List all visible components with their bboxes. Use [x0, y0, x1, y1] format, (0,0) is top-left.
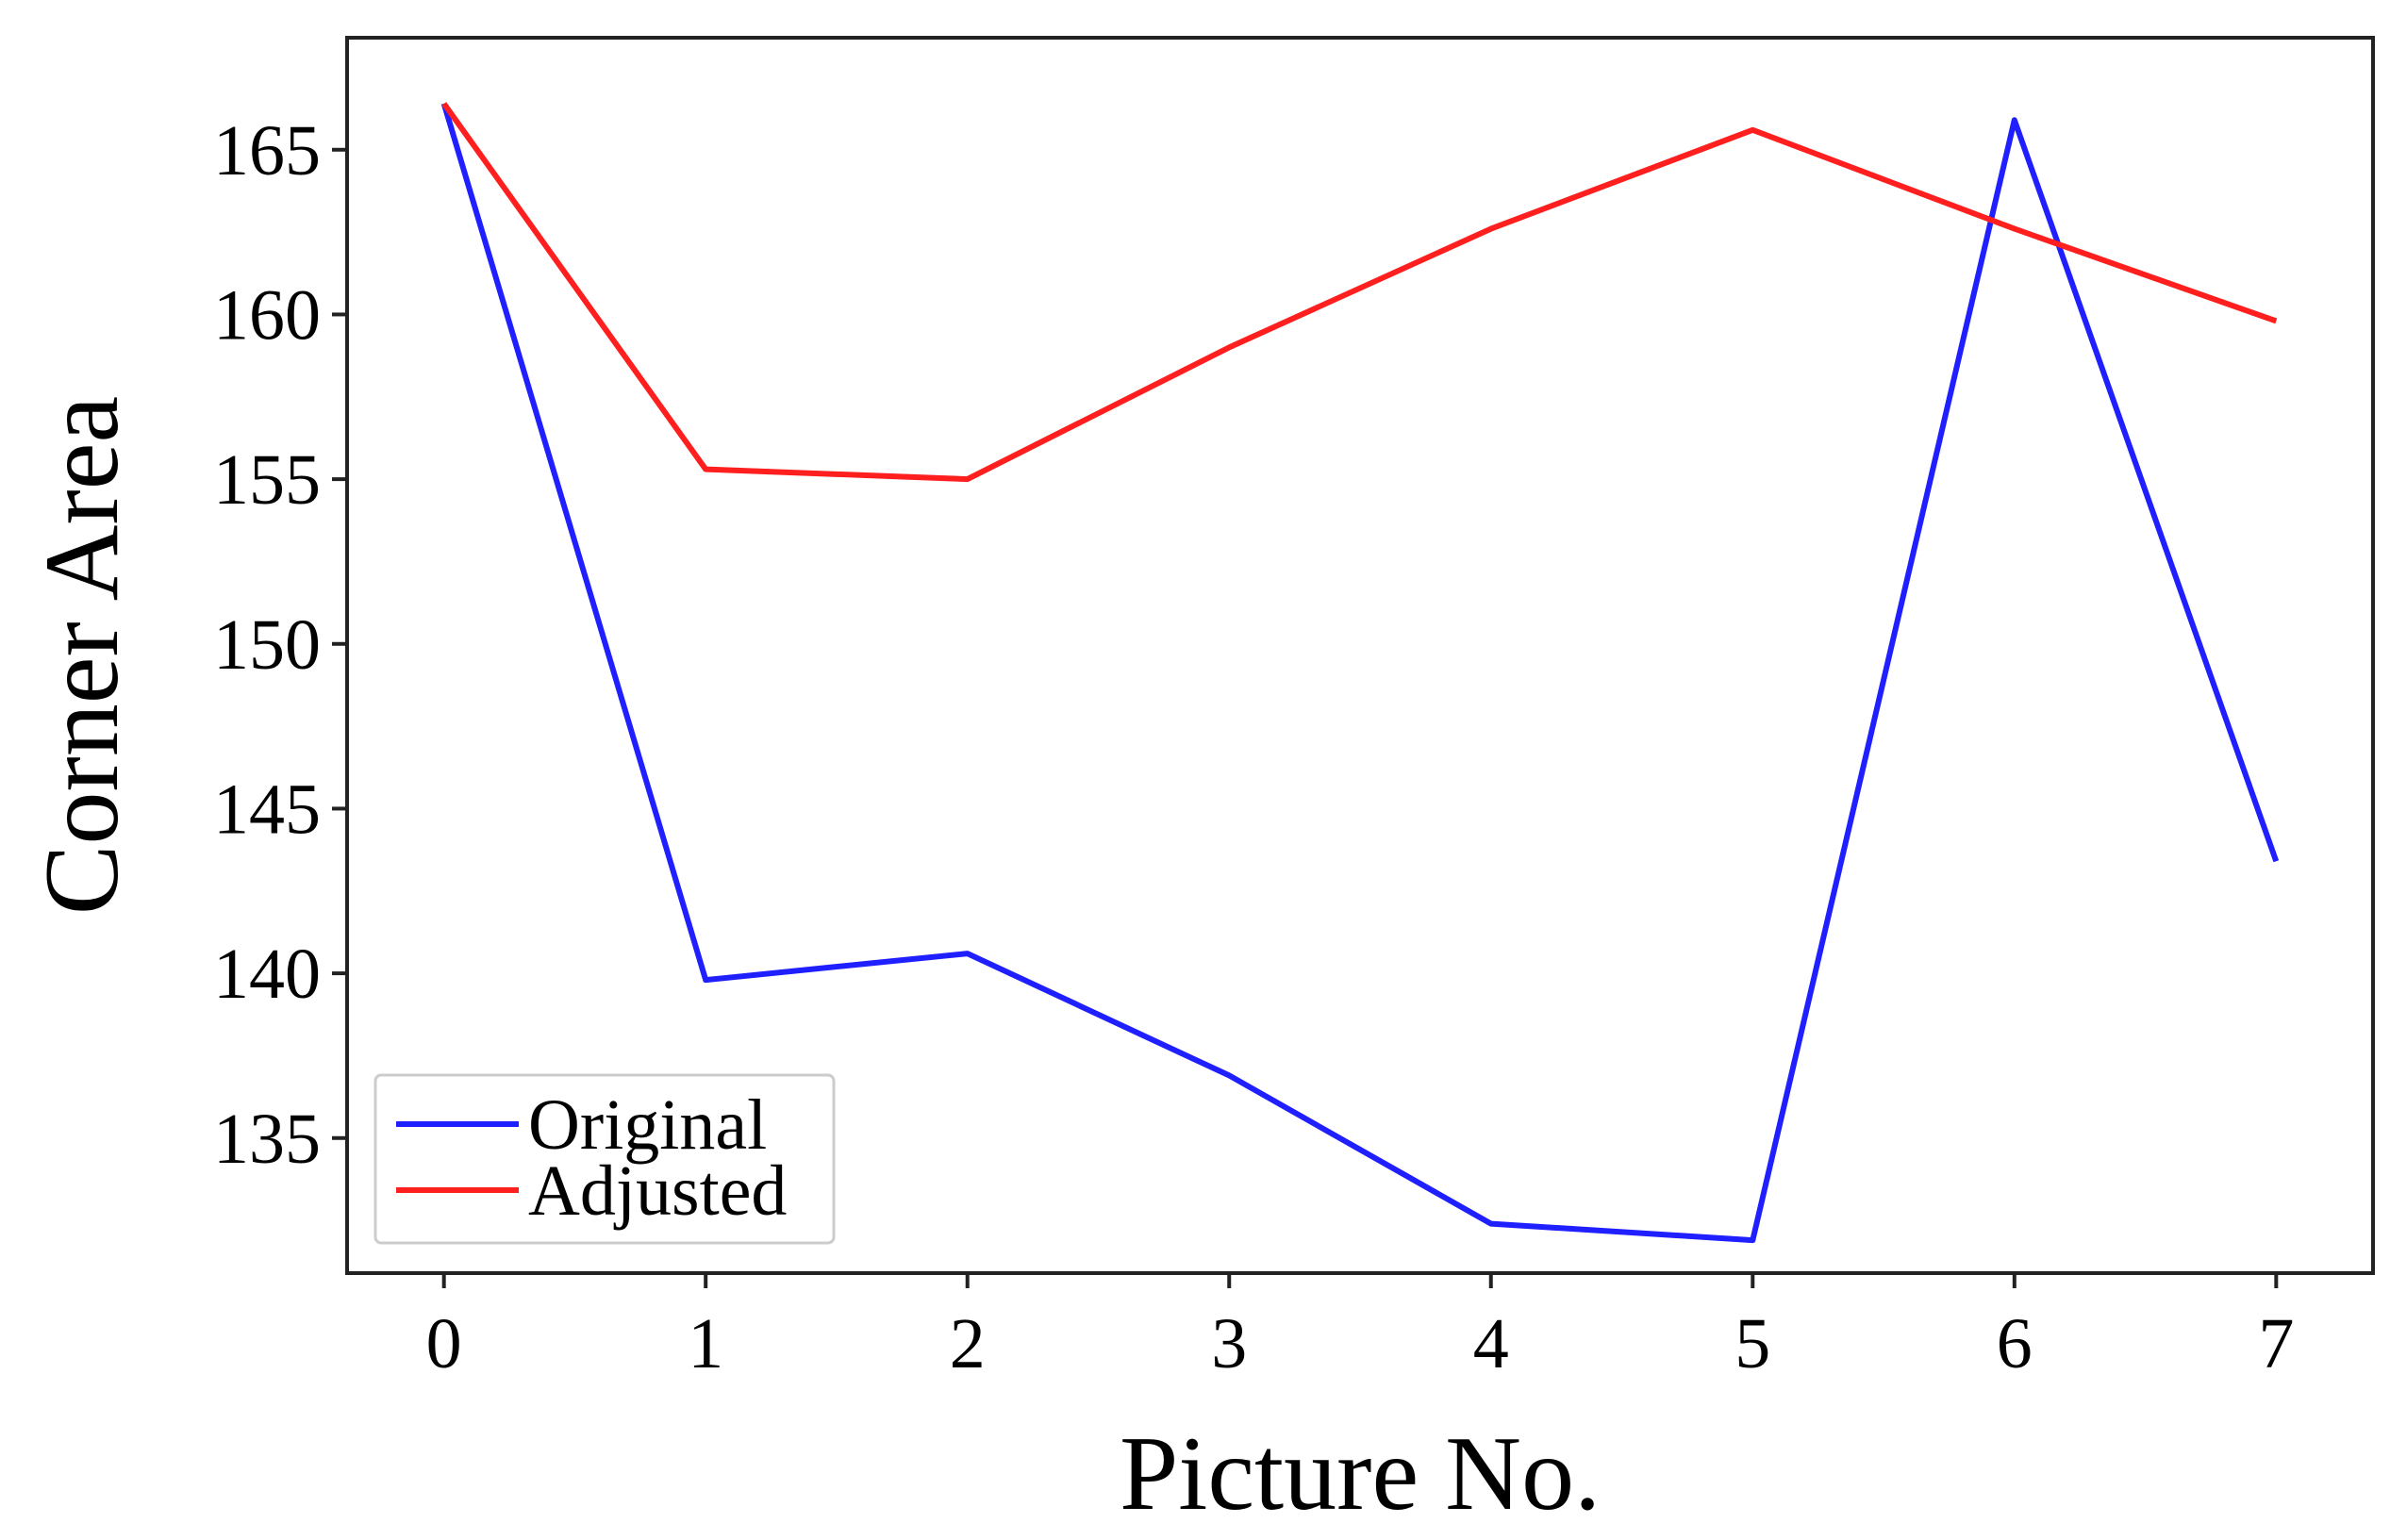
x-tick-label: 5: [1734, 1304, 1770, 1383]
series-layer: [440, 101, 2280, 1244]
x-tick-label: 6: [1997, 1304, 2033, 1383]
x-axis: 0 1 2 3 4 5 6 7: [426, 1273, 2294, 1383]
y-axis-label: Corner Area: [24, 396, 141, 915]
y-axis: 135 140 145 150 155 160 165: [213, 111, 347, 1179]
legend-label-original: Original: [528, 1085, 767, 1165]
x-tick-label: 0: [426, 1304, 462, 1383]
data-point-original-6: [2012, 117, 2017, 123]
x-tick-label: 1: [688, 1304, 723, 1383]
series-line-original: [440, 103, 2280, 1244]
data-point-original-3: [1226, 1072, 1232, 1078]
data-point-original-1: [703, 977, 708, 983]
series-line-adjusted: [441, 102, 2278, 483]
data-point-adjusted-4: [1488, 226, 1494, 232]
data-point-adjusted-2: [965, 476, 971, 482]
y-tick-label: 145: [213, 770, 321, 849]
y-tick-label: 135: [213, 1100, 321, 1179]
data-point-adjusted-3: [1226, 344, 1232, 350]
y-tick-label: 140: [213, 935, 321, 1014]
x-tick-label: 3: [1211, 1304, 1247, 1383]
y-tick-label: 150: [213, 605, 321, 685]
data-point-adjusted-5: [1750, 127, 1755, 133]
x-tick-label: 4: [1473, 1304, 1509, 1383]
legend-label-adjusted: Adjusted: [528, 1151, 787, 1231]
x-axis-label: Picture No.: [1120, 1416, 1601, 1532]
data-point-adjusted-1: [703, 467, 708, 472]
data-point-original-5: [1750, 1237, 1755, 1243]
data-point-adjusted-7: [2273, 318, 2279, 323]
data-point-original-7: [2273, 858, 2279, 864]
y-tick-label: 155: [213, 440, 321, 520]
x-tick-label: 7: [2258, 1304, 2294, 1383]
legend-box: [373, 1073, 836, 1245]
plot-area-frame: [345, 36, 2375, 1275]
y-tick-label: 160: [213, 275, 321, 355]
data-point-adjusted-6: [2012, 226, 2017, 232]
data-point-original-2: [965, 951, 971, 956]
data-point-original-4: [1488, 1221, 1494, 1227]
x-tick-label: 2: [950, 1304, 986, 1383]
data-point-adjusted-0: [441, 101, 447, 107]
y-tick-label: 165: [213, 111, 321, 190]
